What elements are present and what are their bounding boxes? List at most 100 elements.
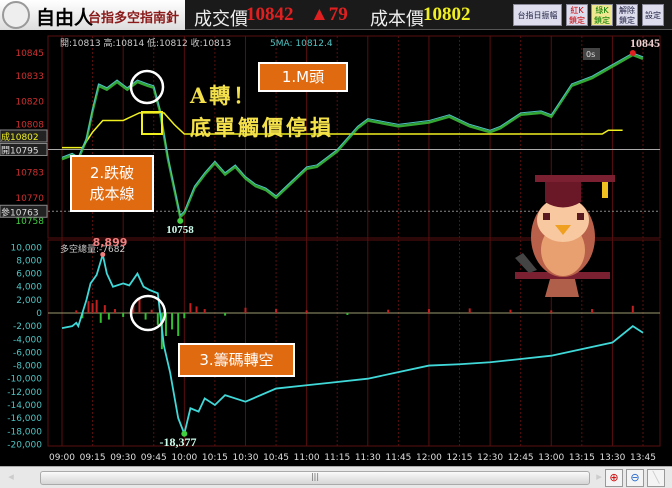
price-tick-label: 10808 xyxy=(15,120,44,130)
flow-tick-label: -10,000 xyxy=(7,375,42,385)
time-tick-label: 13:30 xyxy=(599,453,625,463)
cost-price: 10802 xyxy=(423,4,471,25)
price-tag: 成10802 xyxy=(1,131,39,143)
time-tick-label: 10:00 xyxy=(171,453,197,463)
price-tag: 參10763 xyxy=(1,206,39,218)
flow-tick-label: -16,000 xyxy=(7,414,42,424)
flow-bar xyxy=(171,313,174,330)
time-tick-label: 11:00 xyxy=(294,453,320,463)
flow-bar xyxy=(550,310,553,313)
settings-button[interactable]: 設定 xyxy=(642,4,664,26)
flow-bar xyxy=(122,313,125,317)
flow-tick-label: -20,000 xyxy=(7,440,42,450)
ohlc-readout: 開:10813 高:10814 低:10812 收:10813 xyxy=(60,37,231,49)
flow-bar xyxy=(91,303,94,313)
zoom-out-icon[interactable]: ⊖ xyxy=(626,469,644,487)
cost-line xyxy=(62,112,623,149)
flow-tick-label: -4,000 xyxy=(13,335,42,345)
owl-mascot-icon xyxy=(515,175,615,297)
flow-bar xyxy=(591,309,594,313)
flow-high-marker xyxy=(100,252,106,258)
flow-bar xyxy=(346,313,349,315)
scroll-left-icon[interactable]: ◂ xyxy=(8,470,14,483)
lock-red-k-button[interactable]: 紅K 鎖定 xyxy=(566,4,588,26)
flow-bar xyxy=(138,297,141,313)
compass-icon xyxy=(2,1,30,29)
timer-readout: 0s xyxy=(586,50,595,59)
price-tick-label: 10833 xyxy=(15,72,44,82)
high-price-label: 10845 xyxy=(630,36,660,50)
time-tick-label: 13:15 xyxy=(569,453,595,463)
time-tick-label: 10:45 xyxy=(263,453,289,463)
flow-panel-frame xyxy=(47,239,661,447)
price-candles xyxy=(61,53,644,220)
highlight-circle xyxy=(129,69,165,105)
flow-low-marker xyxy=(181,430,188,437)
low-price-label: 10758 xyxy=(166,224,194,236)
scroll-right-icon[interactable]: ▸ xyxy=(596,470,602,483)
scrollbar-thumb[interactable]: ||| xyxy=(40,471,590,485)
horizontal-scrollbar[interactable]: ◂ ||| ▸ ⊕ ⊖ ╲ xyxy=(0,466,672,488)
flow-bar xyxy=(114,309,117,313)
flow-bar xyxy=(156,313,159,325)
flow-tick-label: 10,000 xyxy=(11,243,43,253)
flow-bar xyxy=(177,313,180,336)
highlight-circle-flow xyxy=(129,294,167,332)
flow-tick-label: -8,000 xyxy=(13,362,42,372)
flow-bar xyxy=(132,305,135,313)
time-tick-label: 11:45 xyxy=(385,453,411,463)
flow-bar xyxy=(631,305,634,313)
highlight-square xyxy=(141,111,163,135)
flow-bar xyxy=(244,307,247,313)
price-ma-line xyxy=(61,52,644,217)
price-tick-label: 10820 xyxy=(15,97,44,107)
time-tick-label: 09:00 xyxy=(49,453,75,463)
flow-bar xyxy=(75,310,78,313)
time-tick-label: 09:45 xyxy=(141,453,167,463)
flow-bar xyxy=(144,313,147,320)
flow-bar xyxy=(305,310,308,313)
time-tick-label: 09:30 xyxy=(110,453,136,463)
flow-bar xyxy=(164,313,167,336)
flow-bar xyxy=(99,313,102,323)
flow-bar xyxy=(189,303,192,313)
time-tick-label: 13:00 xyxy=(538,453,564,463)
flow-tick-label: -12,000 xyxy=(7,388,42,398)
flow-bar xyxy=(509,309,512,313)
time-tick-label: 09:15 xyxy=(80,453,106,463)
unlock-button[interactable]: 解除 鎖定 xyxy=(616,4,638,26)
price-tag: 開10795 xyxy=(1,146,39,157)
flow-tick-label: 2,000 xyxy=(16,296,42,306)
price-tick-label: 10770 xyxy=(15,194,44,204)
flow-tick-label: 0 xyxy=(36,309,42,319)
time-tick-label: 12:00 xyxy=(416,453,442,463)
price-label: 成交價 xyxy=(194,9,248,30)
zoom-in-icon[interactable]: ⊕ xyxy=(605,469,623,487)
flow-tick-label: -6,000 xyxy=(13,348,42,358)
time-tick-label: 13:45 xyxy=(630,453,656,463)
brand-name: 自由人 xyxy=(36,7,94,29)
annotation-a-turn: A轉！ xyxy=(190,83,258,108)
price-panel-frame xyxy=(47,35,661,239)
time-tick-label: 11:30 xyxy=(355,453,381,463)
flow-bar xyxy=(275,309,278,313)
annotation-break-cost: 2.跌破 成本線 xyxy=(70,155,154,212)
flow-tick-label: -14,000 xyxy=(7,401,42,411)
flow-tick-label: -18,000 xyxy=(7,427,42,437)
cost-label: 成本價 xyxy=(370,9,424,30)
app-subtitle: 台指多空指南針 xyxy=(88,11,180,26)
flow-bar xyxy=(224,313,227,316)
annotation-stop-loss: 底單觸價停損 xyxy=(190,115,334,140)
flow-bar xyxy=(203,309,206,313)
low-marker xyxy=(177,217,184,224)
flow-bar xyxy=(183,313,186,319)
flow-readout: 多空總量:-7682 xyxy=(60,243,125,255)
draw-line-icon[interactable]: ╲ xyxy=(647,469,665,487)
price-tag-box xyxy=(0,129,48,143)
time-tick-label: 12:30 xyxy=(477,453,503,463)
annotation-m-top: 1.M頭 xyxy=(258,62,348,92)
chart-area: 09:00 09:15 09:30 09:45 10:00 10:15 10:30 10:45… xyxy=(0,35,661,463)
lock-green-k-button[interactable]: 綠K 鎖定 xyxy=(591,4,613,26)
daily-range-button[interactable]: 台指日振幅 xyxy=(513,4,562,26)
flow-bar xyxy=(95,299,98,313)
